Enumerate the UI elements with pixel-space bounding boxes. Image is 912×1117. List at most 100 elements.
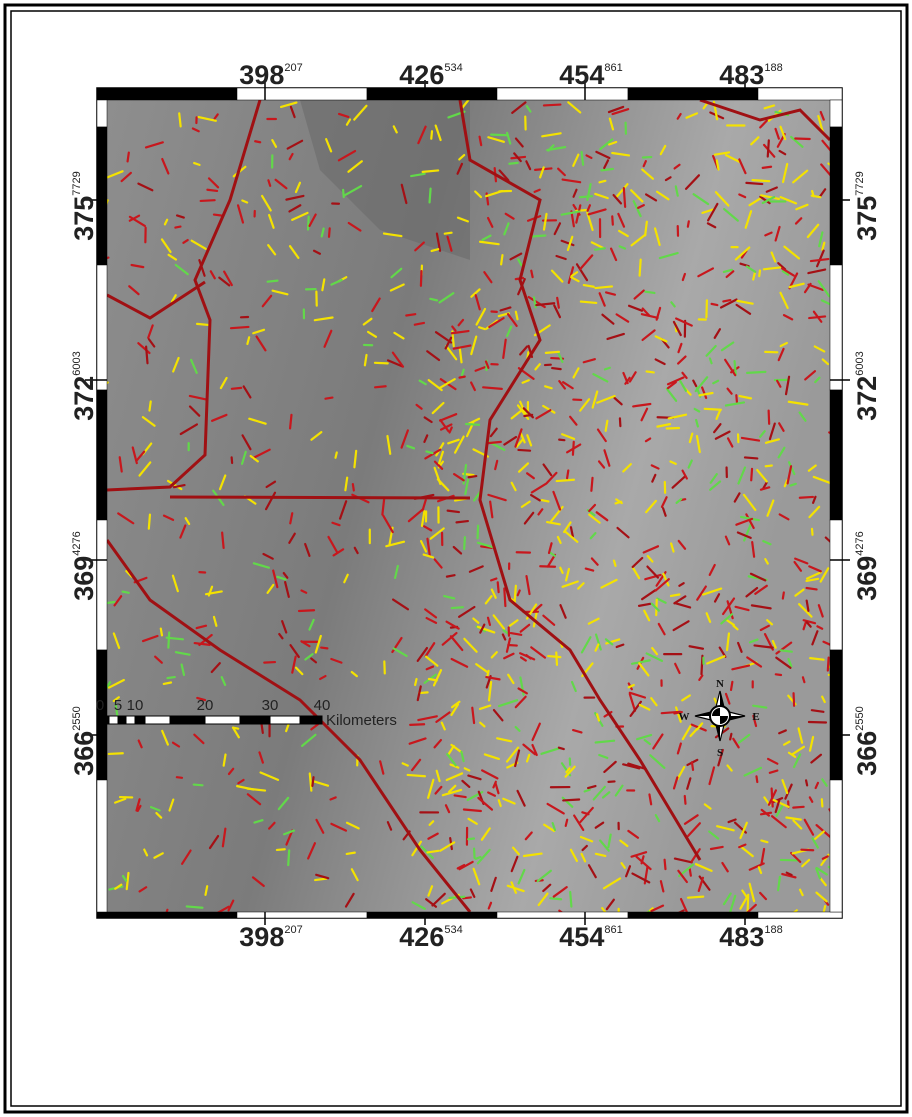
lineament <box>575 263 589 282</box>
lineament <box>695 434 701 454</box>
scale-label: 20 <box>197 697 214 714</box>
lineament <box>510 481 517 492</box>
lineament <box>254 140 262 144</box>
lineament <box>558 909 563 912</box>
lineament <box>758 269 762 278</box>
lineament <box>417 125 427 145</box>
lineament <box>734 246 751 261</box>
lineament <box>737 641 743 653</box>
lineament <box>199 199 216 203</box>
lineament <box>509 631 523 636</box>
lineament <box>659 144 667 156</box>
lineament <box>542 212 548 231</box>
lineament <box>406 444 416 450</box>
lineament <box>821 358 830 366</box>
lineament <box>267 179 272 187</box>
lineament <box>579 835 594 843</box>
lineament <box>503 222 510 236</box>
lineament <box>783 245 801 260</box>
lineament <box>703 407 723 411</box>
lineament <box>453 435 465 454</box>
lineament <box>345 118 352 126</box>
lineament <box>815 867 822 880</box>
lineament <box>546 146 567 152</box>
scale-label: 30 <box>262 697 279 714</box>
lineament <box>611 108 630 116</box>
lineament <box>775 656 792 669</box>
lineament <box>746 656 763 668</box>
lineament <box>278 632 284 640</box>
lineament <box>566 443 582 454</box>
lineaments <box>107 100 830 912</box>
lineament <box>533 188 541 193</box>
lineament <box>325 138 333 153</box>
lineament <box>304 653 314 661</box>
lineament <box>567 266 575 284</box>
lineament <box>130 263 145 269</box>
lineament <box>423 525 433 532</box>
lineament <box>544 350 561 354</box>
lineament <box>822 904 827 912</box>
lineament <box>810 527 814 536</box>
lineament <box>722 597 736 616</box>
lineament <box>618 245 627 250</box>
lineament <box>785 816 802 821</box>
lineament <box>196 696 207 702</box>
lineament <box>611 151 631 157</box>
lineament <box>389 283 405 292</box>
lineament <box>492 614 506 630</box>
lineament <box>615 313 630 323</box>
lineament <box>791 745 806 756</box>
lineament <box>750 467 754 482</box>
coord-main: 369 <box>69 556 99 601</box>
lineament <box>447 438 460 445</box>
lineament <box>536 869 552 883</box>
lineament <box>513 584 517 602</box>
lineament <box>778 422 785 432</box>
lineament <box>681 371 688 380</box>
lineament <box>578 195 594 199</box>
lineament <box>713 423 722 434</box>
lineament <box>463 637 478 653</box>
lineament <box>513 152 522 163</box>
lineament <box>435 232 442 252</box>
lineament <box>433 738 443 749</box>
lineament <box>585 154 593 160</box>
lineament <box>652 733 664 750</box>
lineament <box>345 821 360 830</box>
lineament <box>727 818 737 824</box>
lineament <box>300 640 311 648</box>
lineament <box>166 479 183 491</box>
lineament <box>300 589 308 594</box>
lineament <box>582 358 596 364</box>
lineament <box>677 342 683 354</box>
lineament <box>763 104 776 110</box>
lineament <box>417 715 438 722</box>
lineament <box>143 848 149 857</box>
neatline-bar <box>829 126 843 266</box>
lineament <box>421 169 440 173</box>
lineament <box>206 188 219 193</box>
lineament <box>431 401 445 415</box>
lineament <box>474 294 481 311</box>
lineament <box>208 834 220 850</box>
lineament <box>467 817 478 825</box>
lineament <box>683 814 699 825</box>
lineament <box>320 227 325 238</box>
lineament <box>463 767 471 772</box>
lineament <box>751 540 756 558</box>
lineament <box>193 733 205 745</box>
drainage-line <box>107 100 262 492</box>
lineament <box>697 876 705 893</box>
lineament <box>503 587 507 608</box>
lineament <box>802 620 808 631</box>
lineament <box>452 344 472 350</box>
lineament <box>288 245 300 259</box>
lineament <box>391 598 410 611</box>
lineament <box>480 827 491 841</box>
lineament <box>248 417 267 425</box>
lineament <box>472 617 480 624</box>
lineament <box>271 138 278 148</box>
lineament <box>114 797 127 804</box>
